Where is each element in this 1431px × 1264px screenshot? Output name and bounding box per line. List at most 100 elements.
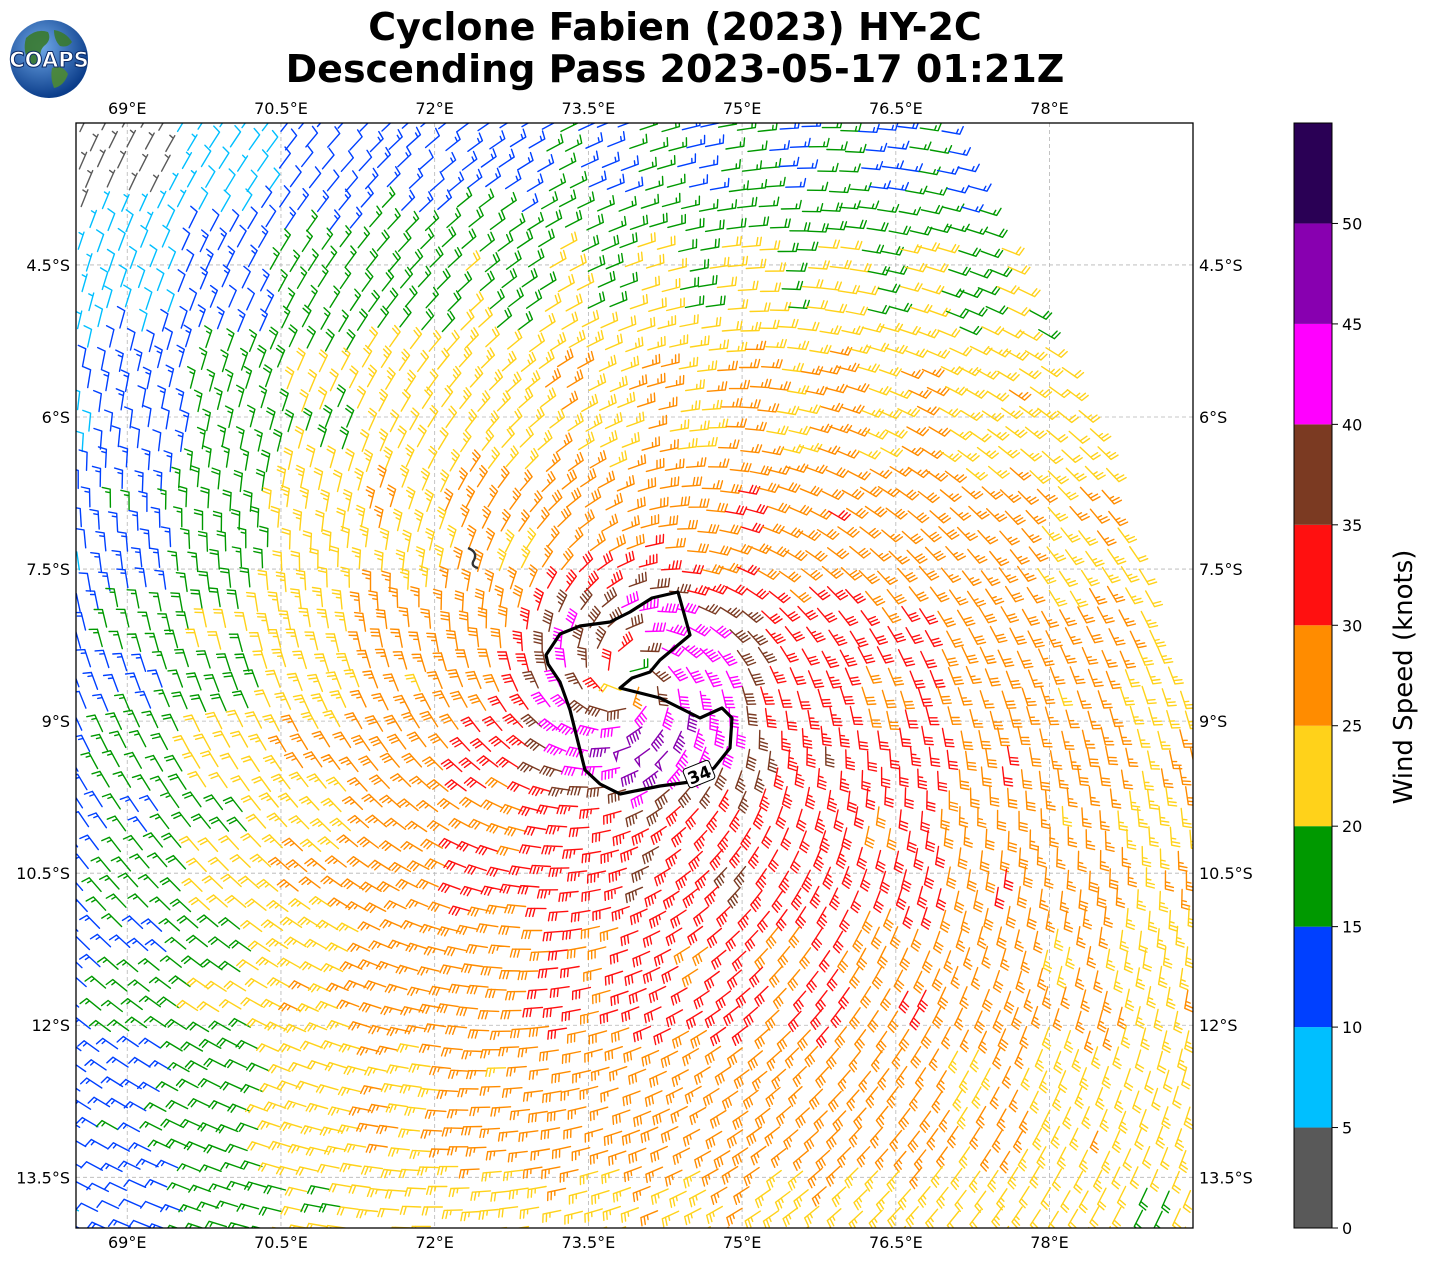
wind-barb [380, 345, 392, 368]
wind-barb [904, 787, 914, 809]
wind-barb [669, 334, 689, 348]
wind-barb [713, 1150, 731, 1169]
wind-barb [1184, 1030, 1193, 1053]
wind-barb [1134, 1127, 1144, 1150]
wind-barb [806, 626, 826, 643]
wind-barb [625, 810, 644, 828]
wind-barb [624, 969, 643, 987]
wind-barb [545, 368, 562, 388]
wind-barb [592, 906, 612, 922]
wind-barb [853, 1107, 867, 1130]
wind-barb [699, 690, 713, 711]
wind-barb [1017, 725, 1031, 746]
wind-barb [910, 928, 922, 952]
wind-barb [1158, 1230, 1166, 1252]
wind-barb [417, 1087, 440, 1098]
wind-barb [94, 649, 110, 669]
wind-barb [567, 451, 584, 472]
wind-barb [128, 730, 147, 748]
wind-barb [621, 431, 640, 448]
lat-tick-label-right: 7.5°S [1199, 560, 1243, 579]
wind-barb [1001, 246, 1025, 256]
wind-barb [959, 1231, 970, 1252]
wind-barb [356, 836, 380, 849]
wind-barb [718, 562, 742, 574]
wind-barb [650, 1188, 669, 1205]
wind-barb [76, 1163, 82, 1168]
wind-barb [926, 386, 950, 397]
wind-barb [517, 151, 534, 171]
wind-barb [440, 611, 451, 632]
wind-barb [1004, 510, 1026, 526]
wind-barb [591, 989, 611, 1005]
wind-barb [597, 270, 616, 288]
wind-barb [76, 592, 81, 612]
wind-barb [828, 183, 851, 194]
wind-barb [754, 1028, 770, 1050]
wind-barb [1008, 389, 1032, 401]
wind-barb [83, 325, 93, 348]
wind-barb [262, 714, 280, 732]
wind-barb [401, 189, 416, 211]
wind-barb [389, 628, 403, 648]
wind-barb [400, 920, 424, 930]
wind-barb [461, 1050, 483, 1060]
wind-barb [541, 1166, 561, 1180]
wind-barb [181, 877, 203, 892]
wind-barb [580, 925, 600, 940]
wind-barb [460, 429, 472, 453]
wind-barb [757, 123, 778, 133]
wind-barb [1061, 449, 1083, 463]
wind-barb [349, 288, 362, 311]
coaps-logo: COAPS [9, 20, 89, 98]
wind-barb [706, 502, 729, 513]
wind-barb [632, 1185, 651, 1203]
wind-barb [407, 986, 430, 997]
wind-barb [1102, 1027, 1112, 1051]
wind-barb [1001, 766, 1014, 787]
wind-barb [881, 160, 904, 170]
wind-barb [707, 418, 729, 429]
wind-barb [297, 187, 310, 211]
wind-barb [186, 1021, 210, 1033]
wind-barb [780, 645, 799, 663]
wind-barb [123, 1179, 147, 1188]
colorbar-bin [1294, 826, 1332, 927]
wind-barb [533, 630, 543, 652]
wind-barb [795, 808, 807, 832]
wind-barb [549, 986, 570, 999]
wind-barb [1120, 566, 1140, 583]
wind-barb [1086, 946, 1096, 969]
wind-barb [746, 705, 758, 727]
wind-barb [144, 287, 153, 310]
wind-barb [195, 650, 211, 669]
wind-barb [754, 985, 769, 1007]
wind-barb [718, 439, 740, 449]
wind-barb [925, 186, 948, 196]
wind-barb [541, 123, 556, 130]
wind-barb [399, 305, 412, 328]
wind-barb [1029, 1209, 1041, 1228]
wind-barb [243, 489, 253, 512]
wind-barb [116, 959, 139, 973]
wind-barb [1096, 530, 1117, 547]
wind-barb [305, 1102, 329, 1113]
wind-barb [361, 344, 373, 368]
wind-barb [1073, 1170, 1084, 1194]
wind-barb [980, 248, 1004, 259]
wind-barb [1080, 569, 1100, 587]
wind-barb [893, 969, 905, 993]
wind-barb [420, 228, 435, 250]
wind-barb [1058, 570, 1078, 587]
wind-barb [875, 1030, 888, 1054]
wind-barb [628, 571, 647, 588]
wind-barb [426, 779, 449, 792]
wind-barb [1049, 750, 1063, 770]
wind-barb [856, 1146, 871, 1168]
wind-barb [661, 278, 681, 293]
wind-barb [1136, 889, 1146, 911]
wind-barb [775, 806, 787, 829]
wind-barb [551, 1145, 572, 1160]
wind-barb [152, 429, 162, 452]
wind-barb [218, 999, 242, 1010]
